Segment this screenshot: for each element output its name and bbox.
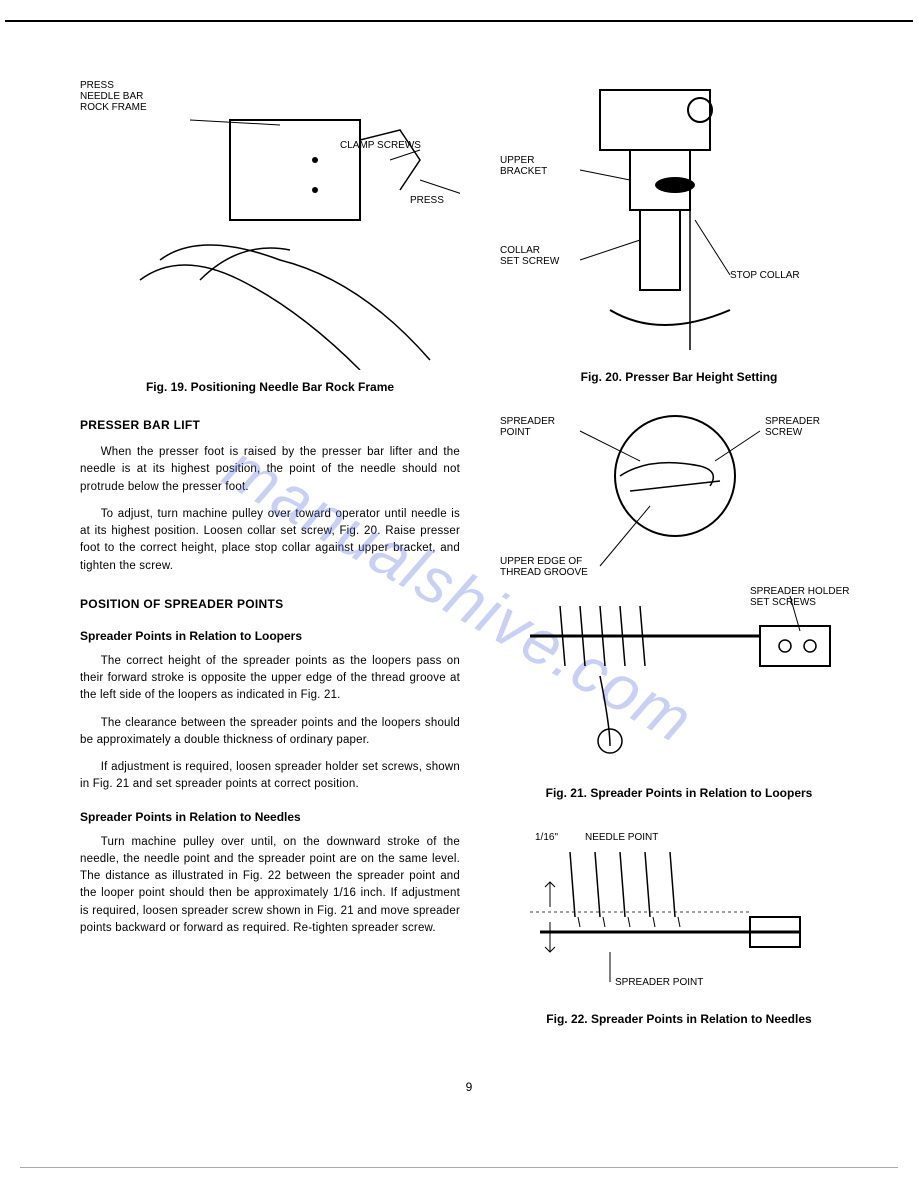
fig19-label-press-needle-bar: PRESSNEEDLE BARROCK FRAME [80, 80, 147, 113]
needles-para-1: Turn machine pulley over until, on the d… [80, 834, 460, 938]
figure-19: PRESSNEEDLE BARROCK FRAME CLAMP SCREWS P… [80, 80, 460, 396]
fig22-label-sixteenth: 1/16" [535, 832, 558, 843]
fig22-illustration [500, 822, 820, 1002]
left-column: PRESSNEEDLE BARROCK FRAME CLAMP SCREWS P… [80, 80, 460, 1048]
loopers-subheading: Spreader Points in Relation to Loopers [80, 627, 460, 645]
content-columns: PRESSNEEDLE BARROCK FRAME CLAMP SCREWS P… [80, 80, 858, 1048]
fig22-label-spreader-point: SPREADER POINT [615, 977, 703, 988]
figure-20: UPPERBRACKET COLLARSET SCREW STOP COLLAR… [500, 80, 858, 386]
fig20-illustration [500, 80, 840, 360]
right-column: UPPERBRACKET COLLARSET SCREW STOP COLLAR… [500, 80, 858, 1048]
fig21-label-spreader-holder: SPREADER HOLDERSET SCREWS [750, 586, 849, 608]
fig22-label-needle-point: NEEDLE POINT [585, 832, 658, 843]
loopers-para-2: The clearance between the spreader point… [80, 715, 460, 750]
fig20-label-upper-bracket: UPPERBRACKET [500, 155, 547, 177]
fig20-label-stop-collar: STOP COLLAR [730, 270, 800, 281]
fig21-label-spreader-screw: SPREADERSCREW [765, 416, 820, 438]
fig19-label-press: PRESS [410, 195, 444, 206]
position-spreader-heading: POSITION OF SPREADER POINTS [80, 595, 460, 613]
presser-bar-lift-heading: PRESSER BAR LIFT [80, 416, 460, 434]
fig20-label-collar-set-screw: COLLARSET SCREW [500, 245, 559, 267]
top-border [5, 20, 913, 22]
fig19-caption: Fig. 19. Positioning Needle Bar Rock Fra… [80, 378, 460, 396]
fig21-caption: Fig. 21. Spreader Points in Relation to … [500, 784, 858, 802]
figure-22: 1/16" NEEDLE POINT SPREADER POINT Fig. 2… [500, 822, 858, 1028]
bottom-border [20, 1167, 898, 1168]
fig21-label-thread-groove: UPPER EDGE OFTHREAD GROOVE [500, 556, 588, 578]
fig19-label-clamp-screws: CLAMP SCREWS [340, 140, 421, 151]
fig21-label-spreader-point: SPREADERPOINT [500, 416, 555, 438]
page-number: 9 [80, 1078, 858, 1096]
fig20-caption: Fig. 20. Presser Bar Height Setting [500, 368, 858, 386]
presser-para-2: To adjust, turn machine pulley over towa… [80, 506, 460, 575]
fig22-caption: Fig. 22. Spreader Points in Relation to … [500, 1010, 858, 1028]
needles-subheading: Spreader Points in Relation to Needles [80, 808, 460, 826]
fig19-illustration [80, 80, 460, 370]
loopers-para-1: The correct height of the spreader point… [80, 653, 460, 705]
figure-21: SPREADERPOINT SPREADERSCREW UPPER EDGE O… [500, 406, 858, 802]
loopers-para-3: If adjustment is required, loosen spread… [80, 759, 460, 794]
presser-para-1: When the presser foot is raised by the p… [80, 444, 460, 496]
